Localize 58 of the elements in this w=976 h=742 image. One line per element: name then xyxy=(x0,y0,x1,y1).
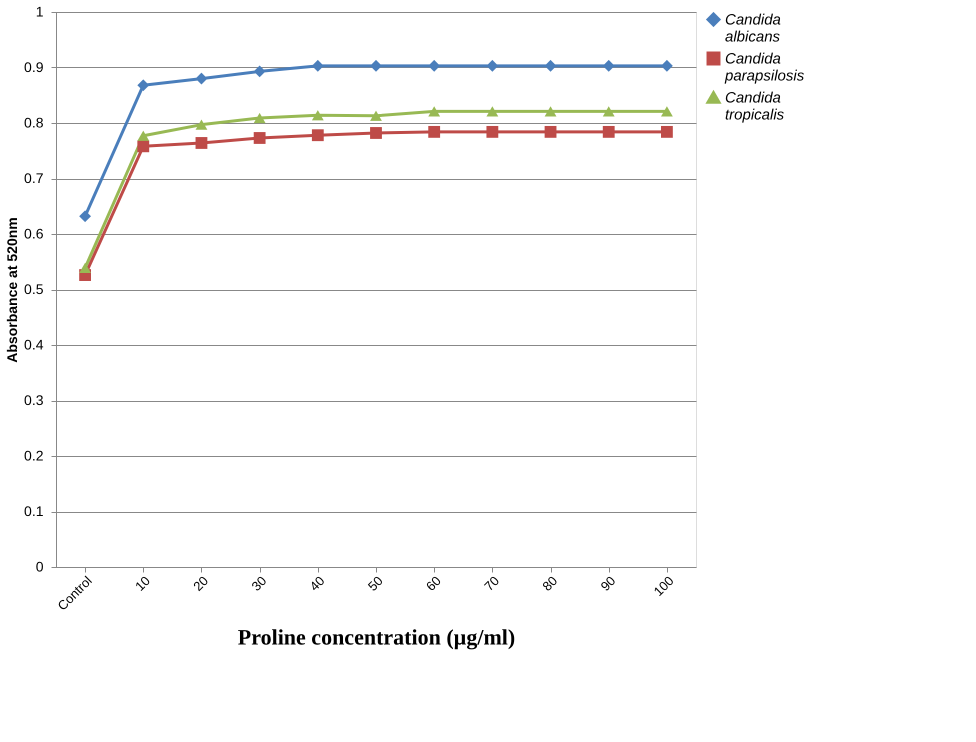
y-tick-label: 0.5 xyxy=(24,281,44,297)
point xyxy=(486,106,498,116)
y-tick-label: 0.6 xyxy=(24,226,44,242)
legend-label: Candida tropicalis xyxy=(725,90,785,124)
x-tick-label: 80 xyxy=(539,573,560,594)
point xyxy=(428,60,440,72)
x-tick-label: 50 xyxy=(364,573,386,594)
y-tick-label: 0 xyxy=(36,558,44,574)
point xyxy=(660,126,673,138)
y-axis-title: Absorbance at 520nm xyxy=(4,217,20,363)
y-tick-label: 0.1 xyxy=(24,503,44,519)
x-tick-label: 30 xyxy=(248,573,270,594)
point xyxy=(602,60,615,72)
x-tick-label: 20 xyxy=(190,573,212,594)
x-tick-label: 70 xyxy=(481,573,502,594)
point xyxy=(486,126,498,138)
legend-label: Candida albicans xyxy=(725,12,781,46)
x-tick-label: 90 xyxy=(598,573,618,594)
point xyxy=(137,79,150,92)
point xyxy=(196,120,208,130)
point xyxy=(196,137,208,149)
point xyxy=(196,72,208,85)
point xyxy=(428,126,440,138)
point xyxy=(137,140,150,152)
x-axis-title: Proline concentration (µg/ml) xyxy=(238,624,516,650)
point xyxy=(254,112,266,124)
y-tick-label: 0.9 xyxy=(24,59,44,75)
point xyxy=(486,60,498,72)
point xyxy=(428,106,440,116)
point xyxy=(254,65,266,78)
legend-label: Candida parapsilosis xyxy=(724,50,805,84)
point xyxy=(79,210,92,222)
x-tick-label: 100 xyxy=(650,573,677,600)
point xyxy=(137,130,150,141)
y-tick-label: 0.7 xyxy=(24,170,44,186)
point xyxy=(544,126,556,138)
point xyxy=(602,126,615,138)
point xyxy=(254,132,266,144)
point xyxy=(370,110,382,121)
y-tick-label: 0.8 xyxy=(24,114,44,130)
point xyxy=(312,60,324,72)
point xyxy=(660,106,673,116)
x-tick-label: 60 xyxy=(423,573,444,594)
y-tick-label: 0.4 xyxy=(24,336,44,352)
y-tick-label: 1 xyxy=(36,4,44,20)
x-tick-label: 10 xyxy=(132,573,153,594)
y-tick-label: 0.2 xyxy=(24,448,44,464)
point xyxy=(370,60,382,72)
point xyxy=(312,129,324,142)
point xyxy=(79,262,92,273)
point xyxy=(544,60,556,72)
y-tick-label: 0.3 xyxy=(24,392,44,408)
x-tick-label: 40 xyxy=(306,573,328,594)
point xyxy=(544,106,556,116)
point xyxy=(660,60,673,72)
point xyxy=(312,110,324,120)
point xyxy=(370,127,382,139)
point xyxy=(602,106,615,116)
